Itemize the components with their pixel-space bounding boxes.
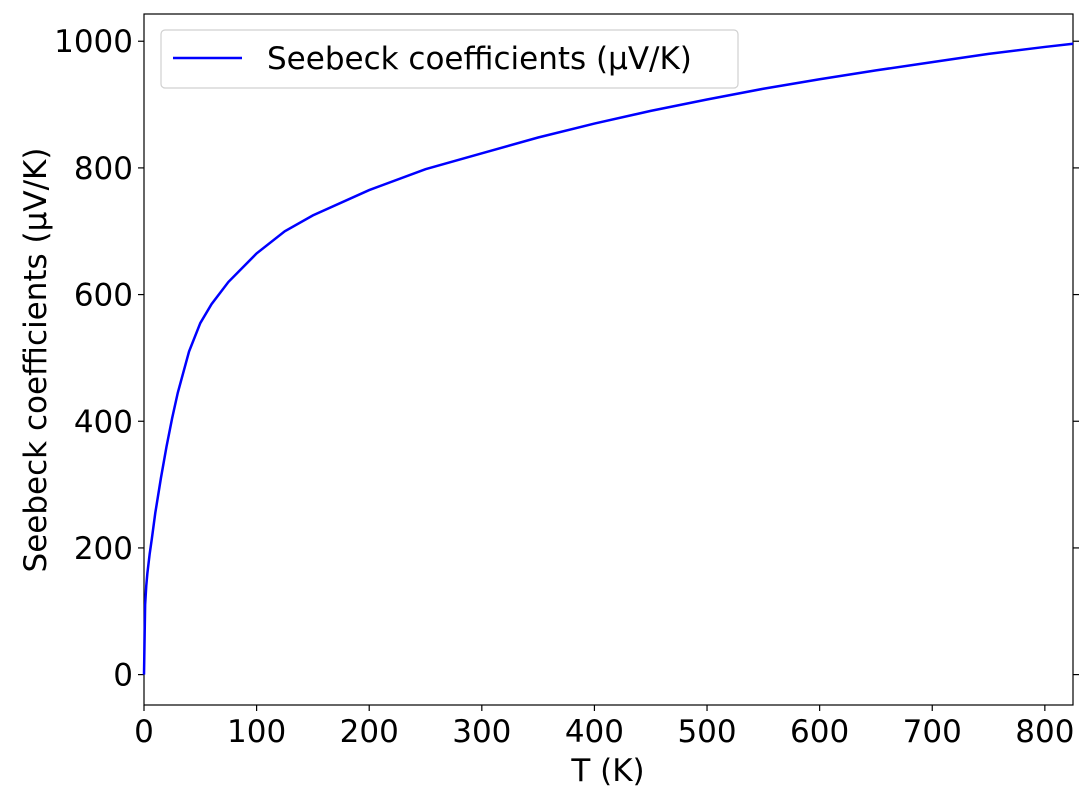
legend: Seebeck coefficients (μV/K) — [160, 29, 739, 89]
x-tick-label: 300 — [452, 714, 511, 750]
y-tick-label: 600 — [74, 278, 133, 314]
y-tick-label: 400 — [74, 404, 133, 440]
y-tick-label: 800 — [74, 151, 133, 187]
legend-label: Seebeck coefficients (μV/K) — [267, 41, 692, 77]
series-line — [142, 42, 1074, 675]
y-axis-ticks: 0 200 400 600 800 1000 — [54, 24, 1079, 694]
y-axis-label: Seebeck coefficients (μV/K) — [18, 148, 54, 573]
x-tick-label: 400 — [565, 714, 624, 750]
y-tick-label: 200 — [74, 531, 133, 567]
plot-frame — [143, 13, 1074, 706]
x-tick-label: 700 — [903, 714, 962, 750]
x-tick-label: 200 — [340, 714, 399, 750]
x-tick-label: 100 — [227, 714, 286, 750]
x-tick-label: 0 — [134, 714, 154, 750]
x-tick-label: 600 — [790, 714, 849, 750]
x-axis-ticks: 0 100 200 300 400 500 600 700 800 — [134, 705, 1074, 750]
x-axis-label: T (K) — [570, 753, 644, 789]
y-tick-label: 1000 — [54, 24, 133, 60]
y-tick-label: 0 — [113, 658, 133, 694]
x-tick-label: 500 — [677, 714, 736, 750]
legend-box — [160, 29, 739, 89]
x-tick-label: 800 — [1015, 714, 1074, 750]
